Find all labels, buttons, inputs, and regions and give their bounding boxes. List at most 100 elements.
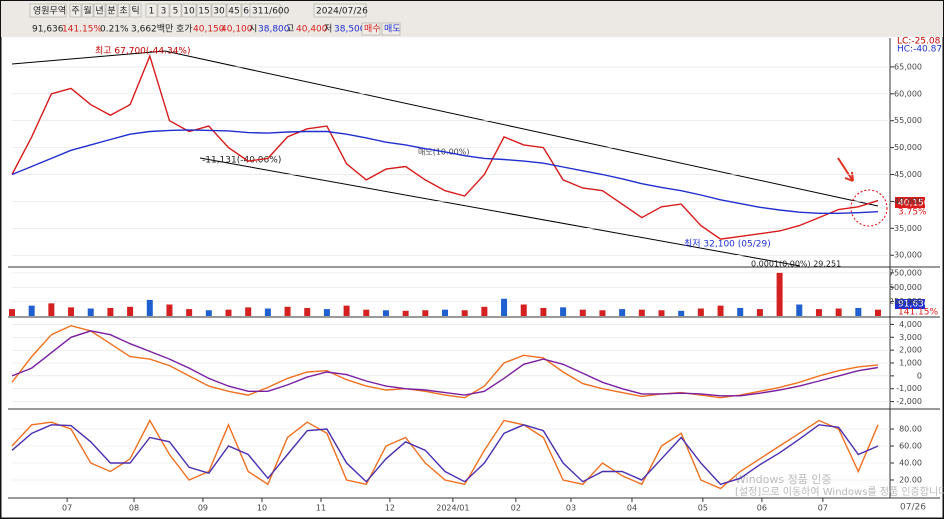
channel-line <box>199 157 801 267</box>
toolbar-button[interactable] <box>81 3 94 18</box>
y-tick-label: 20.00 <box>899 476 922 485</box>
y-tick-label: 60.00 <box>899 442 922 451</box>
x-tick-label: 05 <box>698 504 708 513</box>
volume-bar <box>481 306 488 316</box>
series-line <box>11 330 879 397</box>
low-label: 저 <box>324 24 332 35</box>
drop-annotation: -11,131(-40.06%) <box>202 156 281 166</box>
y-tick-label: 1,000 <box>899 359 922 368</box>
stock-box[interactable] <box>29 3 67 18</box>
toolbar-button[interactable] <box>196 3 212 18</box>
volume-bar <box>225 309 232 316</box>
volume-bar <box>599 310 606 316</box>
price-tag <box>895 197 925 208</box>
x-tick-label: 04 <box>627 504 637 513</box>
y-tick-label: 2,000 <box>899 346 922 355</box>
volume-bar <box>697 308 704 316</box>
toolbar-button-label: 월 <box>83 5 91 17</box>
y-tick-label: 65,000 <box>894 62 922 71</box>
volume-bar <box>579 309 586 316</box>
volume-bar <box>146 299 153 316</box>
volume-bar <box>875 309 881 316</box>
toolbar-button-label: 년 <box>95 6 103 17</box>
toolbar-button[interactable] <box>93 3 106 18</box>
volume-bar <box>205 310 212 316</box>
toolbar-button-label: 주 <box>71 6 79 17</box>
toolbar-button[interactable] <box>105 3 118 18</box>
lc-label: LC:-25.08 <box>897 37 941 47</box>
volume-bar <box>166 304 173 316</box>
toolbar-button[interactable] <box>211 3 227 18</box>
volume-bar <box>284 306 291 316</box>
volume-ratio: 141.15% <box>62 25 102 35</box>
x-tick-label: 03 <box>566 504 576 513</box>
buy: 매수 <box>364 24 381 35</box>
volume-bar <box>323 309 330 316</box>
toolbar-button[interactable] <box>181 3 197 18</box>
toolbar-button[interactable] <box>226 3 242 18</box>
open-label: 시 <box>249 24 257 35</box>
sell-button[interactable] <box>381 22 401 36</box>
y-tick-label: 50,000 <box>894 143 922 152</box>
open: 38,800 <box>258 25 290 35</box>
high-annotation: 최고 67,700(-44.34%) <box>95 46 191 57</box>
volume-bar <box>520 304 527 316</box>
toolbar-button[interactable] <box>117 3 130 18</box>
toolbar-button-label: 30 <box>213 7 225 17</box>
volume-bar <box>264 308 271 316</box>
y-tick-label: 80.00 <box>899 425 922 434</box>
volume-bar <box>68 307 75 316</box>
y-tick-label: 60,000 <box>894 89 922 98</box>
volume-bar <box>658 310 665 316</box>
volume-bar <box>501 298 508 316</box>
watermark-title: Windows 정품 인증 <box>735 473 832 486</box>
toolbar-button-label: 1 <box>149 7 155 17</box>
toolbar-button[interactable] <box>69 3 82 18</box>
stock-name: 영원무역 <box>33 6 66 17</box>
y-tick-label: 4,000 <box>899 320 922 329</box>
cursor-date: 07/26 <box>900 503 926 513</box>
date-box[interactable] <box>313 3 367 18</box>
toolbar-button[interactable] <box>129 3 142 18</box>
x-tick-label: 10 <box>257 504 267 513</box>
series-line <box>11 129 879 214</box>
toolbar-button-label: 초 <box>119 6 127 17</box>
toolbar-button-label: 틱 <box>131 5 139 17</box>
x-tick-label: 06 <box>757 504 767 513</box>
bottom-annotation: 0.0001(0.00%) 29,251 <box>751 260 841 269</box>
series-line <box>11 419 879 490</box>
volume-bar <box>540 307 547 316</box>
series-line <box>11 424 879 486</box>
amount: 3,662백만 <box>131 24 173 35</box>
volume-bar <box>304 307 311 316</box>
y-tick-label: 3,000 <box>899 333 922 342</box>
volume-bar <box>402 310 409 316</box>
volume-bar <box>717 305 724 316</box>
y-tick-label: 45,000 <box>894 170 922 179</box>
vol-label: 91,636 <box>898 300 930 310</box>
watermark-text: [설정]으로 이동하여 Windows를 정품 인증합니다. <box>735 485 944 498</box>
volume-bar <box>619 309 626 316</box>
series-line <box>11 54 879 240</box>
volume-bar <box>461 310 468 316</box>
buy-button[interactable] <box>361 22 381 36</box>
x-tick-label: 09 <box>198 504 208 513</box>
low-annotation: 최저 32,100 (05/29) <box>684 239 771 250</box>
x-tick-label: 2024/01 <box>436 504 469 513</box>
toolbar-button[interactable] <box>157 3 170 18</box>
y-tick-label: 30,000 <box>894 251 922 260</box>
y-tick-label: 250,000 <box>889 297 922 306</box>
toolbar-button[interactable] <box>145 3 158 18</box>
hc-label: HC:-40.87 <box>897 45 942 55</box>
volume-bar <box>855 307 862 316</box>
periods: 주월년분초틱1351015304560120 <box>69 3 276 18</box>
toolbar-button-label: 10 <box>183 7 195 17</box>
volume-bar <box>796 304 803 316</box>
volume-bar <box>28 305 35 316</box>
x-tick-label: 11 <box>316 504 326 513</box>
pct-label: 3.75% <box>898 208 927 218</box>
volume-bar <box>48 303 55 316</box>
toolbar-button-label: 60 <box>243 7 255 17</box>
toolbar-button[interactable] <box>169 3 182 18</box>
